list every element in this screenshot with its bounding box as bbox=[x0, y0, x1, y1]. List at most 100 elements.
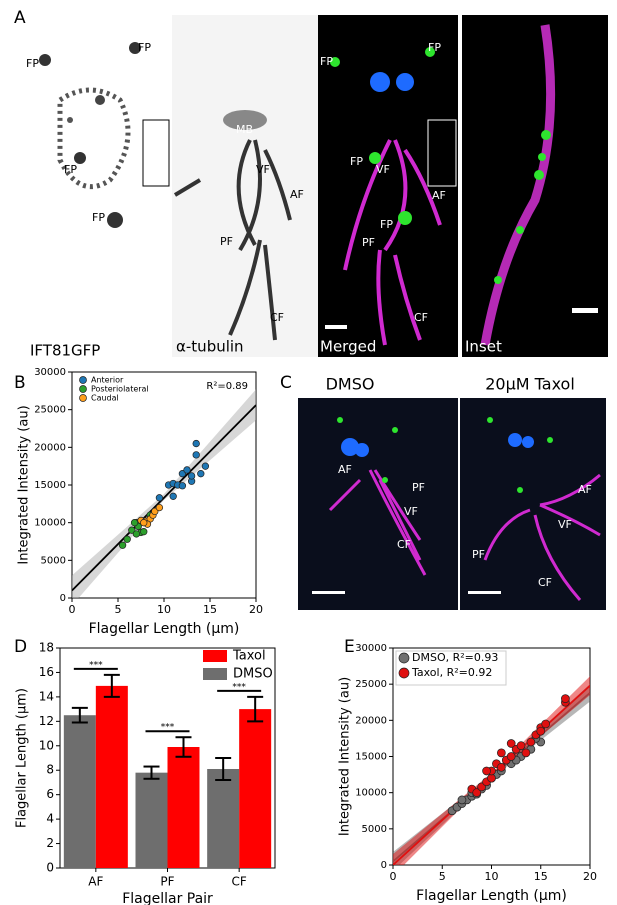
error-bar bbox=[215, 757, 232, 781]
bar bbox=[63, 715, 96, 868]
panel-label: C bbox=[280, 373, 292, 393]
annotation: CF bbox=[538, 576, 552, 589]
annotation: FP bbox=[428, 41, 441, 54]
data-point bbox=[178, 482, 187, 490]
data-point bbox=[140, 519, 148, 527]
bar bbox=[239, 709, 272, 868]
legend-marker bbox=[398, 652, 410, 664]
annotation: PF bbox=[412, 481, 425, 494]
annotation: FP bbox=[64, 163, 77, 176]
y-tick-label: 0 bbox=[381, 860, 387, 871]
y-tick-label: 15000 bbox=[34, 480, 66, 491]
error-bar bbox=[103, 673, 120, 698]
data-point bbox=[457, 795, 467, 805]
y-tick-label: 12 bbox=[39, 714, 54, 728]
x-tick-label: 5 bbox=[439, 870, 446, 883]
annotation: AF bbox=[338, 463, 352, 476]
annotation: CF bbox=[414, 311, 428, 324]
y-tick-label: 2 bbox=[46, 836, 54, 850]
error-bar bbox=[247, 695, 264, 723]
annotation: VF bbox=[256, 163, 270, 176]
image-inset bbox=[462, 15, 608, 357]
legend-label: Posteriolateral bbox=[91, 385, 149, 394]
x-tick-label: 15 bbox=[203, 603, 217, 616]
data-point bbox=[521, 748, 531, 758]
annotation: FP bbox=[350, 155, 363, 168]
significance-label: *** bbox=[89, 660, 103, 670]
image-label: 20μM Taxol bbox=[485, 375, 575, 394]
x-axis-label: Flagellar Length (μm) bbox=[89, 621, 240, 637]
data-point bbox=[516, 741, 526, 751]
y-tick-label: 10000 bbox=[34, 518, 66, 529]
image-ift81gfp bbox=[10, 15, 170, 357]
annotation: R²=0.89 bbox=[206, 381, 248, 392]
annotation: AF bbox=[290, 188, 304, 201]
image-dmso bbox=[298, 398, 458, 610]
y-tick-label: 4 bbox=[46, 812, 54, 826]
data-point bbox=[197, 470, 205, 478]
data-point bbox=[155, 494, 164, 502]
data-point bbox=[155, 503, 164, 512]
annotation: PF bbox=[472, 548, 485, 561]
legend-label: Anterior bbox=[91, 376, 124, 385]
data-point bbox=[192, 439, 200, 448]
error-bar bbox=[143, 765, 160, 780]
annotation: FP bbox=[26, 57, 39, 70]
y-axis-label: Integrated Intensity (au) bbox=[17, 405, 32, 564]
y-tick-label: 14 bbox=[39, 689, 54, 703]
data-point bbox=[497, 748, 506, 758]
x-tick-label: 20 bbox=[249, 603, 263, 616]
legend-label: DMSO bbox=[233, 667, 273, 682]
annotation: VF bbox=[404, 505, 418, 518]
data-point bbox=[118, 541, 127, 549]
y-tick-label: 25000 bbox=[34, 405, 66, 416]
bar bbox=[167, 747, 200, 868]
data-point bbox=[536, 726, 546, 736]
data-point bbox=[482, 766, 491, 776]
significance-label: *** bbox=[232, 682, 246, 692]
legend-label: Taxol bbox=[232, 649, 266, 664]
annotation: MB bbox=[236, 123, 253, 136]
data-point bbox=[506, 739, 516, 748]
y-tick-label: 0 bbox=[46, 861, 54, 875]
x-tick-label: 15 bbox=[534, 870, 548, 883]
image-label: IFT81GFP bbox=[30, 342, 100, 360]
data-point bbox=[526, 737, 536, 747]
confidence-band bbox=[72, 389, 256, 598]
annotation: CF bbox=[397, 538, 411, 551]
y-tick-label: 16 bbox=[39, 665, 54, 679]
x-tick-label: 20 bbox=[583, 870, 597, 883]
data-point bbox=[497, 762, 506, 772]
y-axis-label: Integrated Intensity (au) bbox=[338, 677, 353, 836]
legend-label: Caudal bbox=[91, 394, 119, 403]
data-point bbox=[140, 528, 148, 536]
y-tick-label: 30000 bbox=[355, 643, 387, 654]
x-tick-label: CF bbox=[232, 875, 247, 889]
legend-marker bbox=[79, 385, 87, 393]
legend-swatch bbox=[203, 668, 227, 680]
y-tick-label: 5000 bbox=[41, 555, 66, 566]
data-point bbox=[506, 752, 516, 761]
annotation: PF bbox=[362, 236, 375, 249]
x-axis-label: Flagellar Pair bbox=[122, 891, 213, 905]
image-merged bbox=[318, 15, 458, 357]
x-tick-label: PF bbox=[160, 875, 174, 889]
y-tick-label: 18 bbox=[39, 641, 54, 655]
error-bar bbox=[175, 736, 192, 758]
x-tick-label: 10 bbox=[485, 870, 499, 883]
y-tick-label: 30000 bbox=[34, 367, 66, 378]
confidence-band bbox=[393, 676, 590, 865]
y-tick-label: 8 bbox=[46, 763, 54, 777]
panel-label: B bbox=[14, 373, 26, 393]
annotation: FP bbox=[380, 218, 393, 231]
annotation: VF bbox=[376, 163, 390, 176]
annotation: FP bbox=[138, 41, 151, 54]
data-point bbox=[561, 694, 570, 703]
x-tick-label: 0 bbox=[390, 870, 397, 883]
image-label: Inset bbox=[465, 338, 502, 356]
legend-swatch bbox=[203, 650, 227, 662]
bar bbox=[135, 772, 168, 868]
annotation: CF bbox=[270, 311, 284, 324]
annotation: AF bbox=[432, 189, 446, 202]
data-point bbox=[472, 788, 482, 798]
